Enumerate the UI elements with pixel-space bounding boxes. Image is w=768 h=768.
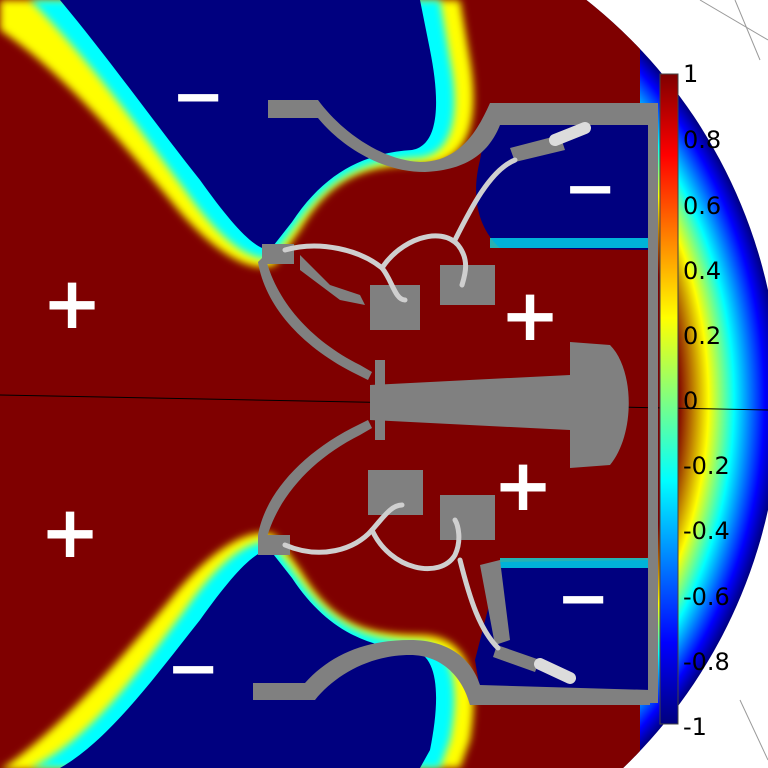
colorbar: [659, 73, 679, 725]
colorbar-tick: 1: [683, 60, 699, 88]
sign-minus-lower-right: −: [556, 562, 610, 636]
mesh-lines: [699, 0, 768, 761]
colorbar-tick: 0.2: [683, 322, 722, 350]
sign-plus-right-upper: +: [500, 273, 560, 357]
region-sign-labels: − − + + + + − −: [40, 60, 617, 706]
colorbar-tick: -0.6: [683, 583, 730, 611]
colorbar-tick: 0.6: [683, 192, 722, 220]
colorbar-tick: 0: [683, 387, 699, 415]
colorbar-tick: 0.8: [683, 126, 722, 154]
sign-plus-left-lower: +: [40, 490, 100, 574]
colorbar-tick: -0.4: [683, 517, 730, 545]
sign-minus-lower-left: −: [166, 632, 220, 706]
sign-minus-upper-left: −: [171, 60, 225, 134]
wire-connections: [282, 125, 588, 683]
upper-negative-lobe: [0, 0, 650, 268]
electrode-structure: [253, 100, 658, 705]
colorbar-tick: 0.4: [683, 257, 722, 285]
sign-minus-upper-right: −: [563, 152, 617, 226]
needle-top: [549, 122, 591, 146]
colorbar-tick: -0.8: [683, 648, 730, 676]
colorbar-tick: -0.2: [683, 452, 730, 480]
sign-plus-left-upper: +: [42, 261, 102, 345]
colorbar-tick: -1: [683, 713, 707, 741]
sign-plus-right-lower: +: [493, 443, 553, 527]
needle-bottom: [534, 658, 576, 684]
